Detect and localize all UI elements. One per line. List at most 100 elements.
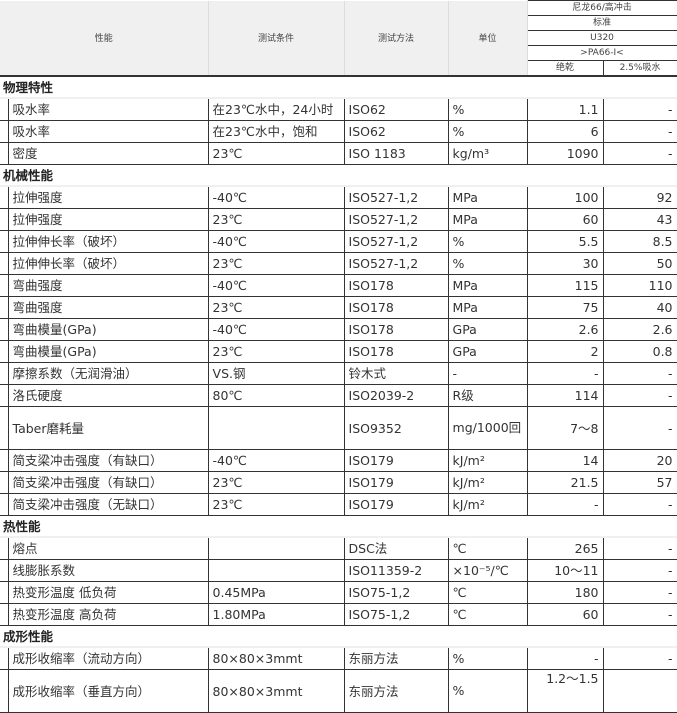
cell-condition: 1.80MPa [207, 603, 345, 626]
header-material: 尼龙66/高冲击 [526, 0, 677, 16]
section-title: 物理特性 [0, 76, 677, 99]
cell-dry: 265 [526, 536, 604, 560]
table-row: 弯曲模量(GPa) 23℃ ISO178 GPa 2 0.8 [0, 340, 677, 363]
cell-dry: 60 [526, 208, 604, 231]
cell-property: 拉伸强度 [7, 185, 209, 209]
cell-wet: 0.8 [602, 340, 677, 363]
section-header: 机械性能 [0, 164, 677, 187]
cell-unit: % [447, 669, 528, 713]
table-row: 热变形温度 高负荷 1.80MPa ISO75-1,2 ℃ 60- [0, 603, 677, 626]
row-gutter [0, 406, 9, 450]
table-row: 熔点 DSC法 ℃ 265- [0, 536, 677, 560]
cell-property: 简支梁冲击强度（无缺口） [7, 493, 209, 516]
cell-unit: GPa [447, 318, 528, 341]
cell-wet: - [602, 581, 677, 604]
header-wet: 2.5%吸水 [602, 60, 677, 77]
table-row: 成形收缩率（垂直方向） 80×80×3mmt 东丽方法% 1.2～1.5 [0, 669, 677, 713]
cell-wet: - [602, 603, 677, 626]
header-unit: 单位 [448, 0, 528, 77]
cell-method: ISO 1183 [343, 142, 449, 165]
cell-method: 东丽方法 [343, 646, 449, 670]
cell-method: ISO178 [343, 318, 449, 341]
cell-property: 简支梁冲击强度（有缺口） [7, 449, 209, 472]
cell-dry: 75 [526, 296, 604, 319]
cell-dry: 1090 [526, 142, 604, 165]
table-row: 简支梁冲击强度（有缺口） -40℃ ISO179 kJ/m² 14 20 [0, 449, 677, 472]
cell-method: ISO178 [343, 340, 449, 363]
row-gutter [0, 252, 9, 275]
cell-property: 热变形温度 低负荷 [7, 581, 209, 604]
cell-property: 拉伸伸长率（破坏） [7, 230, 209, 253]
cell-condition: 23℃ [207, 493, 345, 516]
cell-unit: GPa [447, 340, 528, 363]
cell-unit: R级 [447, 384, 528, 407]
row-gutter [0, 208, 9, 231]
cell-method: 东丽方法 [343, 669, 449, 713]
cell-dry: 6 [526, 120, 604, 143]
cell-wet [602, 669, 677, 713]
cell-wet: - [602, 536, 677, 560]
cell-unit: kJ/m² [447, 449, 528, 472]
row-gutter [0, 559, 9, 582]
header-condition: 测试条件 [208, 0, 345, 77]
section-title: 机械性能 [0, 164, 677, 187]
header-dry: 绝乾 [526, 60, 604, 77]
cell-dry: 10～11 [526, 559, 604, 582]
cell-wet: 40 [602, 296, 677, 319]
cell-dry: 14 [526, 449, 604, 472]
cell-dry: 21.5 [526, 471, 604, 494]
cell-dry: 60 [526, 603, 604, 626]
row-gutter [0, 493, 9, 516]
cell-dry: 7～8 [526, 406, 604, 450]
cell-property: 线膨胀系数 [7, 559, 209, 582]
cell-condition: 23℃ [207, 142, 345, 165]
cell-dry: 100 [526, 185, 604, 209]
row-gutter [0, 120, 9, 143]
cell-property: 洛氏硬度 [7, 384, 209, 407]
cell-condition [207, 536, 345, 560]
cell-wet: - [602, 362, 677, 385]
cell-property: 成形收缩率（流动方向） [7, 646, 209, 670]
cell-condition: VS.钢 [207, 362, 345, 385]
row-gutter [0, 230, 9, 253]
header-code: >PA66-I< [526, 45, 677, 61]
cell-condition: 80×80×3mmt [207, 646, 345, 670]
cell-property: 吸水率 [7, 97, 209, 121]
cell-unit: ℃ [447, 536, 528, 560]
cell-method: ISO75-1,2 [343, 603, 449, 626]
cell-property: 弯曲模量(GPa) [7, 340, 209, 363]
table-row: 成形收缩率（流动方向） 80×80×3mmt 东丽方法% - - [0, 646, 677, 670]
table-row: 拉伸伸长率（破坏） 23℃ ISO527-1,2% 30 50 [0, 252, 677, 275]
cell-property: 成形收缩率（垂直方向） [7, 669, 209, 713]
cell-wet: - [602, 493, 677, 516]
cell-dry: 114 [526, 384, 604, 407]
cell-condition: 80×80×3mmt [207, 669, 345, 713]
cell-wet: - [602, 97, 677, 121]
section-header: 热性能 [0, 515, 677, 538]
cell-wet: 2.6 [602, 318, 677, 341]
cell-condition [207, 559, 345, 582]
cell-unit: % [447, 97, 528, 121]
cell-method: ISO62 [343, 97, 449, 121]
cell-dry: 5.5 [526, 230, 604, 253]
row-gutter [0, 296, 9, 319]
cell-unit: mg/1000回 [447, 406, 528, 450]
cell-condition: 在23℃水中，24小时 [207, 97, 345, 121]
cell-method: ISO527-1,2 [343, 230, 449, 253]
row-gutter [0, 646, 9, 670]
cell-condition: 80℃ [207, 384, 345, 407]
cell-method: ISO62 [343, 120, 449, 143]
cell-dry: 1.1 [526, 97, 604, 121]
cell-property: 简支梁冲击强度（有缺口） [7, 471, 209, 494]
table-row: 拉伸伸长率（破坏） -40℃ ISO527-1,2% 5.5 8.5 [0, 230, 677, 253]
cell-method: DSC法 [343, 536, 449, 560]
cell-method: ISO527-1,2 [343, 252, 449, 275]
cell-condition: -40℃ [207, 274, 345, 297]
table-row: 热变形温度 低负荷 0.45MPa ISO75-1,2 ℃ 180- [0, 581, 677, 604]
cell-unit: - [447, 362, 528, 385]
cell-wet: 50 [602, 252, 677, 275]
cell-condition: 23℃ [207, 296, 345, 319]
row-gutter [0, 449, 9, 472]
cell-condition: 0.45MPa [207, 581, 345, 604]
